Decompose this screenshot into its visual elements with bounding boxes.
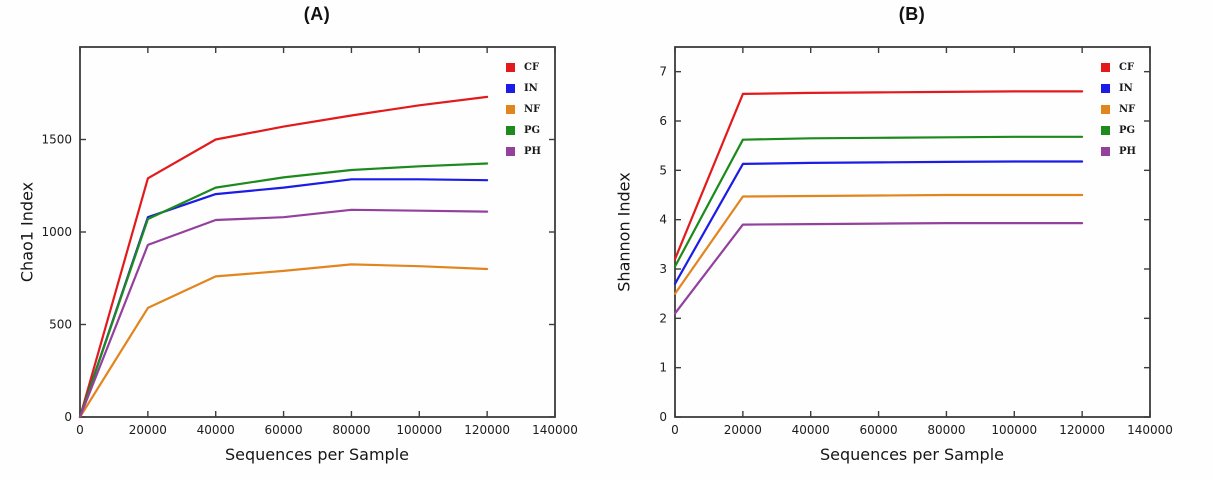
legend-swatch-icon: [506, 63, 515, 72]
legend-label: CF: [1119, 62, 1135, 73]
series-line-pg: [673, 135, 1084, 268]
y-tick-label: 0: [64, 410, 72, 424]
legend-item-nf: NF: [506, 104, 541, 115]
series-line-ph: [673, 222, 1084, 315]
y-tick-label: 2: [659, 311, 667, 325]
legend-swatch-icon: [1101, 105, 1110, 114]
panel-b-legend: CF IN NF PG PH: [1101, 62, 1136, 157]
legend-item-nf: NF: [1101, 104, 1136, 115]
x-tick-label: 100000: [991, 423, 1037, 437]
y-tick-label: 4: [659, 213, 667, 227]
legend-swatch-icon: [506, 84, 515, 93]
legend-label: IN: [1119, 83, 1133, 94]
series-line-cf: [673, 90, 1084, 261]
legend-swatch-icon: [1101, 63, 1110, 72]
x-tick-label: 120000: [464, 423, 510, 437]
y-tick-label: 3: [659, 262, 667, 276]
y-tick-label: 5: [659, 163, 667, 177]
y-tick-label: 6: [659, 114, 667, 128]
x-tick-label: 0: [76, 423, 84, 437]
panel-a-title: (A): [303, 4, 331, 24]
y-tick-label: 500: [49, 318, 72, 332]
series-line-nf: [78, 263, 489, 419]
legend-swatch-icon: [506, 147, 515, 156]
panel-a-x-axis-label: Sequences per Sample: [225, 445, 409, 464]
legend-swatch-icon: [506, 105, 515, 114]
legend-item-pg: PG: [1101, 125, 1136, 136]
panel-a-y-axis-label: Chao1 Index: [17, 181, 37, 283]
panel-b-y-axis-label: Shannon Index: [614, 172, 634, 292]
legend-swatch-icon: [1101, 84, 1110, 93]
x-tick-label: 100000: [396, 423, 442, 437]
axes-frame: [79, 46, 556, 418]
axes-frame: [674, 46, 1151, 418]
x-tick-label: 60000: [264, 423, 302, 437]
x-tick-label: 20000: [129, 423, 167, 437]
x-tick-label: 80000: [927, 423, 965, 437]
legend-swatch-icon: [506, 126, 515, 135]
y-tick-label: 0: [659, 410, 667, 424]
legend-item-cf: CF: [506, 62, 541, 73]
legend-item-in: IN: [1101, 83, 1136, 94]
legend-item-in: IN: [506, 83, 541, 94]
x-tick-label: 40000: [792, 423, 830, 437]
series-line-in: [673, 160, 1084, 285]
series-line-in: [78, 178, 489, 419]
x-tick-label: 80000: [332, 423, 370, 437]
panel-a-plot-area: 0 20000 40000 60000 80000 100000 120000 140000 0…: [41, 46, 578, 437]
y-tick-label: 1000: [41, 225, 72, 239]
legend-swatch-icon: [1101, 126, 1110, 135]
legend-label: PH: [524, 146, 541, 157]
legend-item-ph: PH: [506, 146, 541, 157]
legend-label: NF: [524, 104, 541, 115]
panel-a-legend: CF IN NF PG PH: [506, 62, 541, 157]
legend-item-ph: PH: [1101, 146, 1136, 157]
y-tick-label: 1: [659, 361, 667, 375]
legend-item-cf: CF: [1101, 62, 1136, 73]
panel-b-plot-area: 0 20000 40000 60000 80000 100000 120000 140000 0…: [659, 46, 1173, 437]
x-tick-label: 60000: [859, 423, 897, 437]
x-tick-label: 120000: [1059, 423, 1105, 437]
legend-label: PH: [1119, 146, 1136, 157]
x-tick-label: 20000: [724, 423, 762, 437]
panel-b-title: (B): [898, 4, 926, 24]
x-tick-label: 40000: [197, 423, 235, 437]
y-tick-label: 7: [659, 65, 667, 79]
x-tick-label: 0: [671, 423, 679, 437]
series-line-pg: [78, 162, 489, 419]
legend-label: PG: [524, 125, 541, 136]
series-line-cf: [78, 95, 489, 419]
legend-swatch-icon: [1101, 147, 1110, 156]
x-tick-label: 140000: [532, 423, 578, 437]
y-tick-label: 1500: [41, 133, 72, 147]
legend-label: NF: [1119, 104, 1136, 115]
panel-b-x-axis-label: Sequences per Sample: [820, 445, 1004, 464]
series-line-ph: [78, 208, 489, 419]
series-line-nf: [673, 193, 1084, 295]
x-tick-label: 140000: [1127, 423, 1173, 437]
legend-item-pg: PG: [506, 125, 541, 136]
legend-label: PG: [1119, 125, 1136, 136]
legend-label: IN: [524, 83, 538, 94]
legend-label: CF: [524, 62, 540, 73]
